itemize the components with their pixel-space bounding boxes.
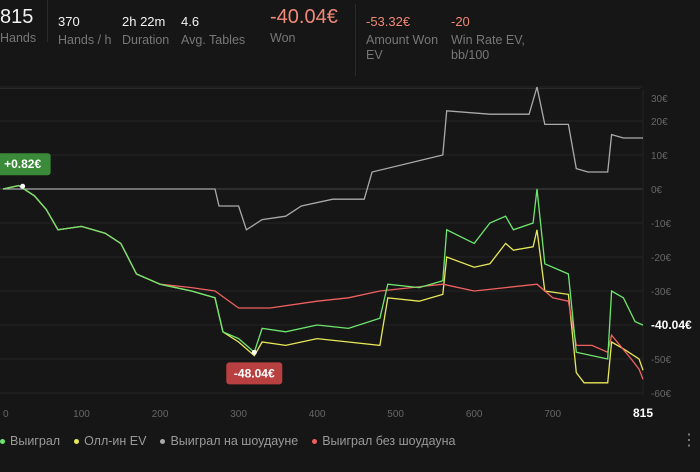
value: -40.04€	[270, 6, 338, 28]
x-tick-label: 100	[73, 409, 90, 420]
vertical-ellipsis-icon[interactable]: ⋮	[681, 432, 697, 449]
divider	[0, 88, 640, 89]
label: Win Rate EV, bb/100	[451, 33, 525, 62]
label: Amount Won EV	[366, 33, 439, 62]
y-tick-label: 10€	[651, 151, 668, 162]
y-tick-label: -10€	[651, 219, 671, 230]
end-value-label: -40.04€	[651, 318, 692, 332]
legend-label: Выиграл на шоудауне	[170, 434, 299, 448]
series-line-3	[2, 184, 644, 380]
x-tick-label: 300	[230, 409, 247, 420]
annotation-badge	[0, 153, 51, 176]
annotation-badge	[226, 362, 283, 385]
x-tick-label: 0	[3, 409, 9, 420]
stat-win-rate-ev: -20 Win Rate EV, bb/100	[451, 14, 531, 63]
x-tick-label: 600	[466, 409, 483, 420]
legend-item[interactable]: Выиграл	[0, 434, 60, 448]
label: Duration	[122, 33, 170, 47]
legend: Выиграл Олл-ин EV Выиграл на шоудауне Выигр…	[0, 434, 456, 448]
stat-amount-won-ev: -53.32€ Amount Won EV	[366, 14, 446, 63]
divider	[47, 0, 48, 42]
legend-label: Выиграл	[10, 434, 61, 448]
annotation-label: +0.82€	[4, 157, 41, 171]
x-tick-label: 500	[387, 409, 404, 420]
y-tick-label: 20€	[651, 117, 668, 128]
x-tick-label: 700	[544, 409, 561, 420]
y-tick-label: -30€	[651, 287, 671, 298]
value: 370	[58, 14, 80, 29]
stat-won: -40.04€ Won	[270, 6, 338, 46]
annotation-point	[251, 349, 257, 355]
hands-value: 815	[0, 6, 34, 28]
legend-dot-icon	[312, 439, 318, 445]
value: 2h 22m	[122, 14, 166, 29]
stat-hands: 815 Hands	[0, 6, 37, 46]
x-tick-label: 200	[152, 409, 169, 420]
stat-hands-per-hour: 370 Hands / h	[58, 14, 112, 48]
value: 4.6	[181, 14, 200, 29]
stat-duration: 2h 22m Duration	[122, 14, 169, 48]
x-end-label: 815	[633, 406, 653, 420]
divider	[355, 4, 356, 76]
legend-dot-icon	[74, 439, 80, 445]
y-tick-label: -20€	[651, 253, 671, 264]
label: Hands / h	[58, 33, 112, 47]
y-tick-label: -50€	[651, 355, 671, 366]
legend-item[interactable]: Олл-ин EV	[74, 434, 146, 448]
legend-item[interactable]: Выиграл без шоудауна	[312, 434, 456, 448]
series-line-2	[3, 86, 643, 231]
legend-label: Выиграл без шоудауна	[322, 434, 456, 448]
label: Avg. Tables	[181, 33, 246, 47]
legend-label: Олл-ин EV	[84, 434, 147, 448]
value: -20	[451, 14, 470, 29]
annotation-label: -48.04€	[234, 366, 275, 380]
bankroll-chart[interactable]: 30€ 20€ 10€ 0€ -10€ -20€ -30€ -50€ -60€ 0 100 200 30…	[0, 0, 700, 430]
hands-label: Hands	[0, 31, 37, 45]
label: Won	[270, 31, 296, 45]
x-tick-label: 400	[309, 409, 326, 420]
legend-dot-icon	[0, 439, 5, 445]
annotation-point	[20, 183, 26, 189]
legend-dot-icon	[160, 439, 166, 445]
value: -53.32€	[366, 14, 411, 29]
legend-item[interactable]: Выиграл на шоудауне	[160, 434, 298, 448]
series-line-1	[2, 184, 644, 384]
y-tick-label: 30€	[651, 94, 668, 105]
stat-avg-tables: 4.6 Avg. Tables	[181, 14, 245, 48]
series-line-0	[2, 184, 644, 360]
y-tick-label: 0€	[651, 185, 663, 196]
y-tick-label: -60€	[651, 389, 671, 400]
